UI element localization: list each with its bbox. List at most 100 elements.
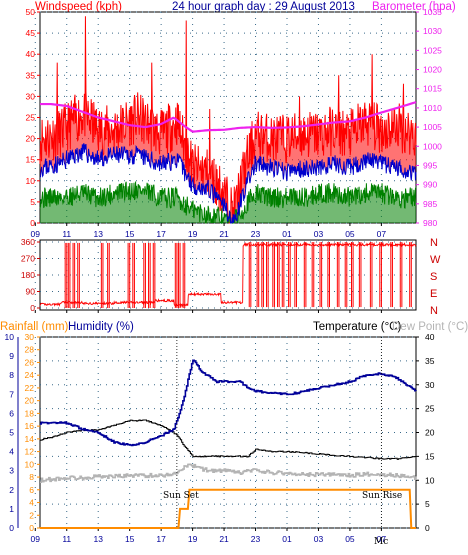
baro-y-label-11: 1035	[423, 7, 442, 17]
hum-y-label-7: 14	[25, 434, 35, 444]
wind-x-label-11: 09	[31, 229, 41, 239]
wind-x-label-4: 19	[188, 229, 198, 239]
hum-y-label-10: 20	[25, 396, 35, 406]
hum-y-label-15: 30	[25, 332, 35, 342]
rain-y-label-5: 5	[9, 428, 14, 438]
temperature-axis-title: Temperature (°C)	[313, 321, 401, 333]
temp-x-label-3: 17	[156, 534, 166, 544]
series-barometer-line	[40, 101, 417, 133]
rainfall-axis-title: Rainfall (mm)	[0, 321, 69, 333]
temp-y-label-6: 30	[425, 380, 435, 390]
temp-y-label-7: 35	[425, 356, 435, 366]
wind-y-label-7: 35	[26, 70, 36, 80]
wind-y-label-10: 50	[26, 7, 36, 17]
wind-x-label-0: 11	[62, 229, 71, 239]
baro-y-label-5: 1005	[423, 122, 442, 132]
baro-y-label-9: 1025	[423, 45, 442, 55]
dir-y-label-0: 0	[30, 303, 35, 313]
hum-y-label-2: 4	[29, 498, 34, 508]
temp-x-label-4: 19	[188, 534, 198, 544]
rain-y-label-7: 7	[9, 389, 14, 399]
hum-y-label-11: 22	[25, 383, 35, 393]
hum-y-label-12: 24	[25, 370, 35, 380]
hum-y-label-1: 2	[29, 510, 34, 520]
wind-y-label-3: 15	[26, 155, 36, 165]
dir-y-label-2: 180	[21, 270, 35, 280]
series-windlow-line	[39, 181, 417, 225]
baro-y-label-8: 1020	[423, 65, 442, 75]
wind-x-label-7: 01	[282, 229, 292, 239]
dir-y-label-1: 90	[26, 287, 36, 297]
baro-y-label-7: 1015	[423, 84, 442, 94]
temp-y-label-2: 10	[425, 475, 435, 485]
baro-y-label-0: 980	[423, 218, 437, 228]
temp-y-label-1: 5	[425, 499, 430, 509]
series-windavg-line	[39, 143, 417, 224]
rain-y-label-8: 8	[9, 370, 14, 380]
wind-y-label-5: 25	[26, 113, 36, 123]
baro-y-label-4: 1000	[423, 141, 442, 151]
wind-y-label-4: 20	[26, 134, 36, 144]
compass-s: S	[430, 271, 437, 283]
humidity-axis-title: Humidity (%)	[68, 321, 134, 333]
temp-x-label-8: 03	[314, 534, 324, 544]
temp-y-label-4: 20	[425, 428, 435, 438]
temp-y-label-5: 25	[425, 404, 435, 414]
temp-x-label-9: 05	[345, 534, 355, 544]
rain-y-label-6: 6	[9, 408, 14, 418]
rain-y-label-9: 9	[9, 351, 14, 361]
temp-x-label-2: 15	[125, 534, 135, 544]
baro-y-label-1: 985	[423, 199, 437, 209]
wind-y-label-0: 0	[30, 218, 35, 228]
baro-y-label-10: 1030	[423, 26, 442, 36]
temp-x-label-6: 23	[251, 534, 261, 544]
rain-y-label-4: 4	[9, 447, 14, 457]
wind-x-label-8: 03	[314, 229, 324, 239]
temp-x-label-5: 21	[219, 534, 229, 544]
hum-y-label-8: 16	[25, 421, 35, 431]
hum-y-label-3: 6	[29, 485, 34, 495]
sunrise-annotation: Sun Rise	[362, 491, 402, 501]
wind-x-label-6: 23	[251, 229, 261, 239]
series-dewpoint-line	[40, 463, 417, 483]
hum-y-label-14: 28	[25, 345, 35, 355]
wind-y-label-2: 10	[26, 176, 36, 186]
series-windgust-band	[40, 16, 416, 223]
temperature-plot-area	[39, 336, 417, 529]
rain-y-label-1: 1	[9, 504, 14, 514]
hum-y-label-6: 12	[25, 447, 35, 457]
compass-labels: N W S E N	[430, 237, 441, 317]
series-rainfall-line	[40, 488, 416, 529]
wind-x-label-3: 17	[156, 229, 166, 239]
hum-y-label-9: 18	[25, 408, 35, 418]
rain-y-label-0: 0	[9, 523, 14, 533]
baro-y-label-6: 1010	[423, 103, 442, 113]
wind-x-label-2: 15	[125, 229, 135, 239]
wind-x-label-1: 13	[93, 229, 103, 239]
compass-w: W	[430, 254, 441, 266]
temp-y-label-8: 40	[425, 332, 435, 342]
wind-y-label-8: 40	[26, 49, 36, 59]
hum-y-label-0: 0	[29, 523, 34, 533]
temp-x-label-10: 07	[377, 534, 387, 544]
sunset-annotation: Sun Set	[163, 491, 199, 501]
rain-y-label-10: 10	[5, 332, 15, 342]
wind-x-label-10: 07	[377, 229, 387, 239]
temp-y-label-3: 15	[425, 451, 435, 461]
series-temperature-line	[40, 419, 417, 460]
wind-y-label-6: 30	[26, 91, 36, 101]
temp-x-label-1: 13	[93, 534, 103, 544]
dir-y-label-3: 270	[21, 254, 35, 264]
baro-y-label-3: 995	[423, 160, 437, 170]
dewpoint-axis-title: Dew Point (°C)	[392, 321, 468, 333]
wind-y-label-9: 45	[26, 28, 36, 38]
temp-x-label-11: 09	[31, 534, 41, 544]
temp-x-label-7: 01	[282, 534, 292, 544]
rain-y-label-2: 2	[9, 485, 14, 495]
hum-y-label-13: 26	[25, 357, 35, 367]
wind-y-label-1: 5	[30, 197, 35, 207]
rain-y-label-3: 3	[9, 466, 14, 476]
series-humidity-line	[40, 359, 417, 447]
compass-n-bottom: N	[430, 305, 438, 317]
